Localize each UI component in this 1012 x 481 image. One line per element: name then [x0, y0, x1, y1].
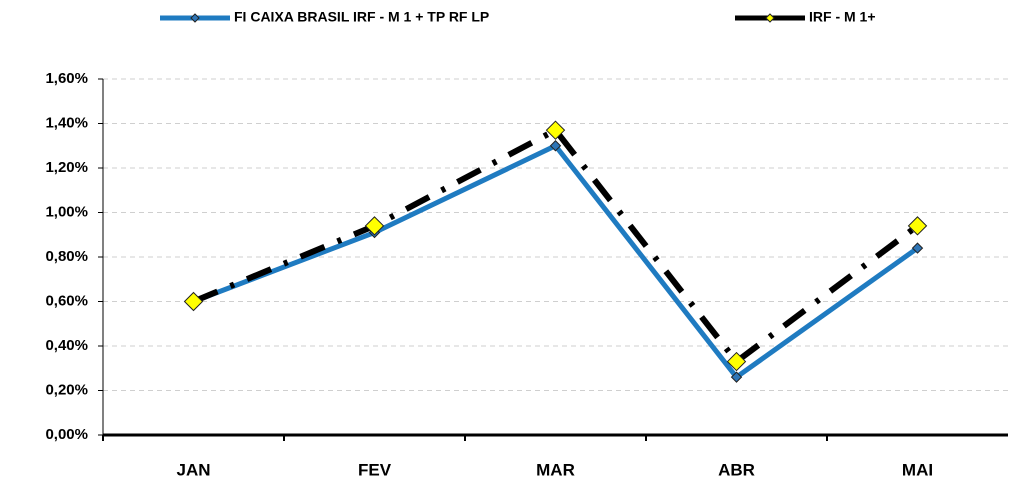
x-tick-label: JAN — [176, 460, 210, 479]
legend-label: IRF - M 1+ — [809, 9, 876, 25]
y-tick-label: 1,20% — [45, 159, 88, 176]
y-tick-label: 1,00% — [45, 203, 88, 220]
marker — [726, 351, 747, 372]
marker — [907, 216, 928, 236]
legend-marker — [190, 13, 200, 23]
series-line — [192, 143, 919, 380]
marker — [364, 216, 385, 236]
marker — [183, 291, 204, 312]
legend-label: FI CAIXA BRASIL IRF - M 1 + TP RF LP — [234, 9, 489, 25]
x-tick-label: ABR — [718, 460, 755, 479]
marker — [545, 120, 566, 140]
y-tick-label: 0,20% — [45, 381, 88, 398]
y-tick-label: 1,60% — [45, 70, 88, 87]
x-tick-label: MAR — [536, 460, 575, 479]
legend-marker — [765, 13, 775, 23]
x-tick-label: FEV — [358, 460, 392, 479]
marker — [730, 371, 743, 383]
y-tick-label: 0,40% — [45, 337, 88, 354]
y-tick-label: 0,60% — [45, 292, 88, 309]
marker — [549, 140, 562, 152]
marker — [911, 242, 924, 254]
y-tick-label: 1,40% — [45, 114, 88, 131]
y-tick-label: 0,80% — [45, 248, 88, 265]
x-tick-label: MAI — [902, 460, 933, 479]
y-tick-label: 0,00% — [45, 426, 88, 443]
series-line — [192, 127, 920, 365]
